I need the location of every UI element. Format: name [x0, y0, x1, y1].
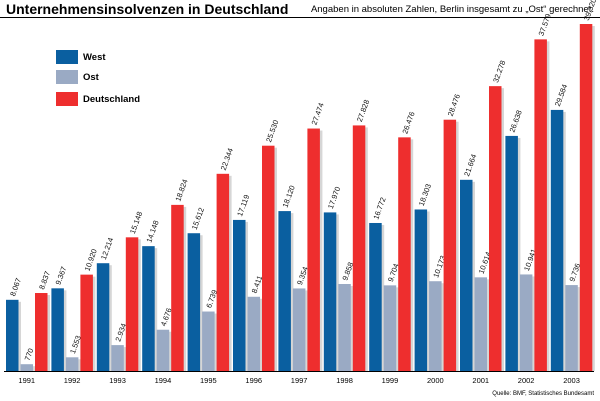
value-label-west-1998: 17.970: [326, 185, 342, 210]
bar-ost-2001: [474, 277, 487, 371]
legend-label-west: West: [83, 52, 106, 63]
value-label-west-1999: 16.772: [371, 196, 387, 221]
bar-deutschland-1991: [35, 293, 48, 371]
bar-deutschland-1996: [262, 145, 275, 371]
bar-deutschland-2003: [579, 24, 593, 371]
bar-west-2003: [550, 109, 564, 371]
value-label-west-1995: 15.612: [190, 206, 206, 231]
bar-deutschland-1994: [171, 204, 184, 371]
source-note: Quelle: BMF, Statistisches Bundesamt: [492, 391, 594, 397]
bar-deutschland-1993: [125, 237, 139, 371]
value-label-deutschland-1997: 27.474: [310, 102, 326, 127]
bar-ost-1991: [20, 364, 33, 371]
x-tick-label-2000: 2000: [427, 376, 444, 385]
value-label-deutschland-1994: 18.824: [173, 178, 189, 203]
bar-ost-1992: [65, 357, 79, 371]
value-label-west-1997: 18.120: [281, 184, 297, 209]
value-label-deutschland-1993: 15.148: [128, 210, 144, 235]
x-tick-label-1999: 1999: [382, 376, 399, 385]
legend-swatch-deutschland: [56, 92, 78, 106]
chart-subtitle: Angaben in absoluten Zahlen, Berlin insg…: [310, 4, 594, 15]
value-label-west-1991: 8.067: [8, 277, 23, 298]
value-label-deutschland-2000: 28.476: [446, 93, 462, 118]
bar-west-1991: [6, 299, 19, 371]
value-label-west-2001: 21.664: [462, 153, 478, 178]
x-tick-label-1995: 1995: [200, 376, 217, 385]
bar-west-1997: [278, 211, 291, 371]
value-label-west-2003: 29.584: [553, 83, 569, 108]
bar-west-1993: [96, 263, 110, 371]
value-label-west-1994: 14.148: [144, 219, 160, 244]
value-label-west-1993: 12.214: [99, 236, 115, 261]
chart-title: Unternehmensinsolvenzen in Deutschland: [6, 1, 289, 17]
bar-ost-1998: [338, 284, 351, 371]
legend-swatch-ost: [56, 70, 78, 84]
value-label-west-1996: 17.119: [235, 193, 251, 217]
value-label-deutschland-2001: 32.278: [491, 59, 507, 84]
x-tick-label-2001: 2001: [472, 376, 489, 385]
bar-west-1999: [369, 222, 382, 371]
value-label-deutschland-1996: 25.530: [264, 119, 280, 144]
value-label-deutschland-2002: 37.579: [537, 12, 553, 37]
legend-label-ost: Ost: [83, 72, 100, 83]
x-tick-label-1992: 1992: [64, 376, 81, 385]
bar-deutschland-2001: [489, 86, 502, 371]
x-tick-label-1993: 1993: [109, 376, 126, 385]
x-tick-label-1997: 1997: [291, 376, 308, 385]
bar-deutschland-1995: [216, 173, 230, 371]
value-label-ost-1991: 770: [23, 347, 36, 362]
legend-swatch-west: [56, 50, 78, 64]
bar-ost-1995: [202, 311, 215, 371]
bar-deutschland-1999: [398, 137, 411, 371]
bar-west-2002: [505, 135, 518, 371]
bar-west-2001: [460, 179, 473, 371]
x-tick-label-1994: 1994: [155, 376, 172, 385]
bar-ost-2003: [565, 285, 578, 371]
bar-west-1995: [187, 233, 201, 371]
value-label-deutschland-1995: 22.344: [219, 147, 235, 172]
bar-west-1994: [142, 246, 155, 371]
bar-ost-1994: [156, 329, 170, 371]
bar-ost-1999: [383, 285, 397, 371]
x-tick-label-1998: 1998: [336, 376, 353, 385]
bar-west-1992: [51, 288, 64, 371]
bar-deutschland-2000: [443, 119, 457, 371]
value-label-west-1992: 9.367: [54, 265, 69, 286]
value-label-deutschland-1998: 27.828: [355, 98, 371, 123]
bar-deutschland-1997: [307, 128, 320, 371]
x-tick-label-1996: 1996: [245, 376, 262, 385]
value-label-deutschland-1991: 8.837: [37, 270, 52, 291]
value-label-deutschland-1992: 10.920: [83, 248, 99, 273]
legend-label-deutschland: Deutschland: [83, 94, 140, 105]
bar-deutschland-1998: [352, 125, 366, 371]
bar-deutschland-1992: [80, 274, 93, 371]
bar-west-1996: [233, 219, 246, 371]
value-label-west-2000: 18.303: [417, 183, 433, 208]
value-label-deutschland-2003: 39.320: [582, 0, 598, 22]
bar-ost-2002: [519, 274, 533, 371]
bar-ost-2000: [429, 281, 442, 371]
x-tick-label-2002: 2002: [518, 376, 535, 385]
value-label-deutschland-1999: 26.476: [400, 110, 416, 135]
header-divider: [0, 17, 600, 18]
x-tick-label-2003: 2003: [563, 376, 580, 385]
value-label-west-2002: 26.638: [508, 109, 524, 134]
bar-west-1998: [323, 212, 337, 371]
bar-ost-1996: [247, 296, 260, 371]
x-tick-label-1991: 1991: [18, 376, 35, 385]
bar-ost-1997: [292, 288, 306, 371]
bar-ost-1993: [111, 345, 124, 371]
bar-west-2000: [414, 209, 428, 371]
bar-deutschland-2002: [534, 39, 547, 371]
